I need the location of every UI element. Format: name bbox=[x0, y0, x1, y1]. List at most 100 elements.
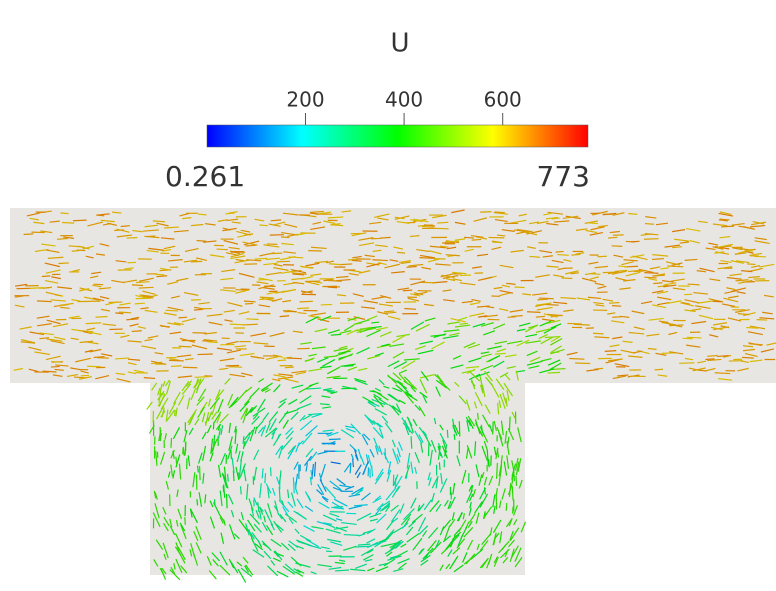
velocity-arrow bbox=[37, 301, 52, 302]
velocity-arrow bbox=[410, 236, 420, 237]
velocity-arrow bbox=[447, 430, 448, 438]
velocity-arrow bbox=[179, 346, 192, 347]
velocity-arrow bbox=[350, 463, 351, 473]
velocity-arrow bbox=[246, 245, 256, 246]
velocity-arrow bbox=[537, 299, 548, 300]
velocity-arrow bbox=[95, 317, 107, 318]
velocity-arrow bbox=[270, 467, 271, 476]
velocity-arrow bbox=[464, 237, 474, 238]
velocity-arrow bbox=[255, 258, 267, 259]
velocity-arrow bbox=[297, 308, 309, 309]
velocity-arrow bbox=[352, 260, 362, 261]
velocity-arrow bbox=[721, 226, 734, 227]
velocity-arrow bbox=[454, 434, 455, 440]
velocity-arrow bbox=[136, 282, 149, 283]
velocity-arrow bbox=[171, 366, 182, 367]
velocity-arrow bbox=[459, 421, 460, 436]
velocity-arrow bbox=[278, 360, 286, 361]
velocity-arrow bbox=[227, 494, 228, 508]
velocity-arrow bbox=[72, 250, 81, 251]
velocity-arrow bbox=[512, 486, 513, 500]
velocity-arrow bbox=[245, 303, 253, 304]
velocity-arrow bbox=[217, 249, 228, 250]
velocity-arrow bbox=[194, 309, 203, 310]
velocity-arrow bbox=[561, 278, 572, 279]
velocity-arrow bbox=[742, 357, 754, 358]
velocity-arrow bbox=[147, 236, 156, 237]
velocity-arrow bbox=[115, 313, 123, 314]
velocity-arrow bbox=[715, 373, 731, 374]
velocity-arrow bbox=[166, 310, 179, 311]
velocity-arrow bbox=[153, 221, 165, 222]
colorbar-tick-label: 600 bbox=[484, 88, 522, 112]
velocity-arrow bbox=[62, 222, 74, 223]
velocity-arrow bbox=[198, 466, 199, 473]
velocity-arrow bbox=[119, 312, 131, 313]
velocity-arrow bbox=[609, 303, 619, 304]
velocity-arrow bbox=[506, 503, 507, 511]
velocity-arrow bbox=[593, 333, 604, 334]
velocity-arrow bbox=[228, 474, 229, 482]
velocity-arrow bbox=[571, 254, 580, 255]
velocity-arrow bbox=[655, 369, 663, 370]
velocity-arrow bbox=[404, 308, 416, 309]
velocity-arrow bbox=[51, 362, 62, 363]
velocity-arrow bbox=[645, 224, 654, 225]
velocity-arrow bbox=[489, 459, 490, 467]
velocity-arrow bbox=[246, 319, 258, 320]
velocity-arrow bbox=[285, 367, 294, 368]
velocity-arrow bbox=[589, 223, 598, 224]
velocity-arrow bbox=[460, 275, 471, 276]
velocity-arrow bbox=[406, 266, 416, 267]
velocity-arrow bbox=[132, 285, 143, 286]
velocity-arrow bbox=[460, 323, 468, 324]
velocity-arrow bbox=[96, 215, 104, 216]
velocity-arrow bbox=[269, 253, 282, 254]
velocity-arrow bbox=[344, 535, 360, 536]
velocity-arrow bbox=[679, 363, 694, 364]
velocity-arrow bbox=[594, 368, 603, 369]
velocity-arrow bbox=[514, 287, 524, 288]
velocity-arrow bbox=[720, 219, 730, 220]
velocity-arrow bbox=[372, 260, 388, 261]
velocity-arrow bbox=[135, 303, 145, 304]
velocity-arrow bbox=[198, 214, 206, 215]
velocity-arrow bbox=[557, 255, 569, 256]
velocity-arrow bbox=[242, 324, 258, 325]
velocity-arrow bbox=[371, 322, 379, 323]
velocity-arrow bbox=[653, 283, 662, 284]
velocity-arrow bbox=[539, 298, 554, 299]
velocity-arrow bbox=[612, 306, 621, 307]
velocity-arrow bbox=[548, 372, 560, 373]
colorbar-tick-label: 400 bbox=[385, 88, 423, 112]
velocity-arrow bbox=[527, 312, 541, 313]
velocity-arrow bbox=[259, 225, 267, 226]
velocity-arrow bbox=[705, 359, 714, 360]
velocity-arrow bbox=[597, 256, 606, 257]
velocity-arrow bbox=[156, 276, 167, 277]
velocity-arrow bbox=[747, 264, 755, 265]
velocity-arrow bbox=[183, 367, 197, 368]
velocity-arrow bbox=[372, 466, 373, 477]
colorbar-min-label: 0.261 bbox=[165, 160, 245, 193]
velocity-arrow bbox=[556, 251, 564, 252]
velocity-arrow bbox=[569, 359, 584, 360]
velocity-arrow bbox=[59, 263, 69, 264]
velocity-arrow bbox=[652, 259, 664, 260]
velocity-arrow bbox=[746, 327, 758, 328]
velocity-arrow bbox=[353, 459, 354, 467]
velocity-arrow bbox=[612, 246, 623, 247]
colorbar-title: U bbox=[390, 29, 409, 59]
velocity-arrow bbox=[87, 366, 101, 367]
velocity-arrow bbox=[287, 358, 302, 359]
velocity-arrow bbox=[667, 266, 683, 267]
velocity-arrow bbox=[644, 273, 658, 274]
velocity-arrow bbox=[472, 239, 481, 240]
velocity-arrow bbox=[495, 212, 505, 213]
velocity-arrow bbox=[631, 241, 639, 242]
velocity-arrow bbox=[445, 241, 459, 242]
velocity-arrow bbox=[567, 323, 581, 324]
velocity-arrow bbox=[478, 413, 479, 420]
velocity-arrow bbox=[437, 222, 448, 223]
velocity-arrow bbox=[24, 234, 34, 235]
